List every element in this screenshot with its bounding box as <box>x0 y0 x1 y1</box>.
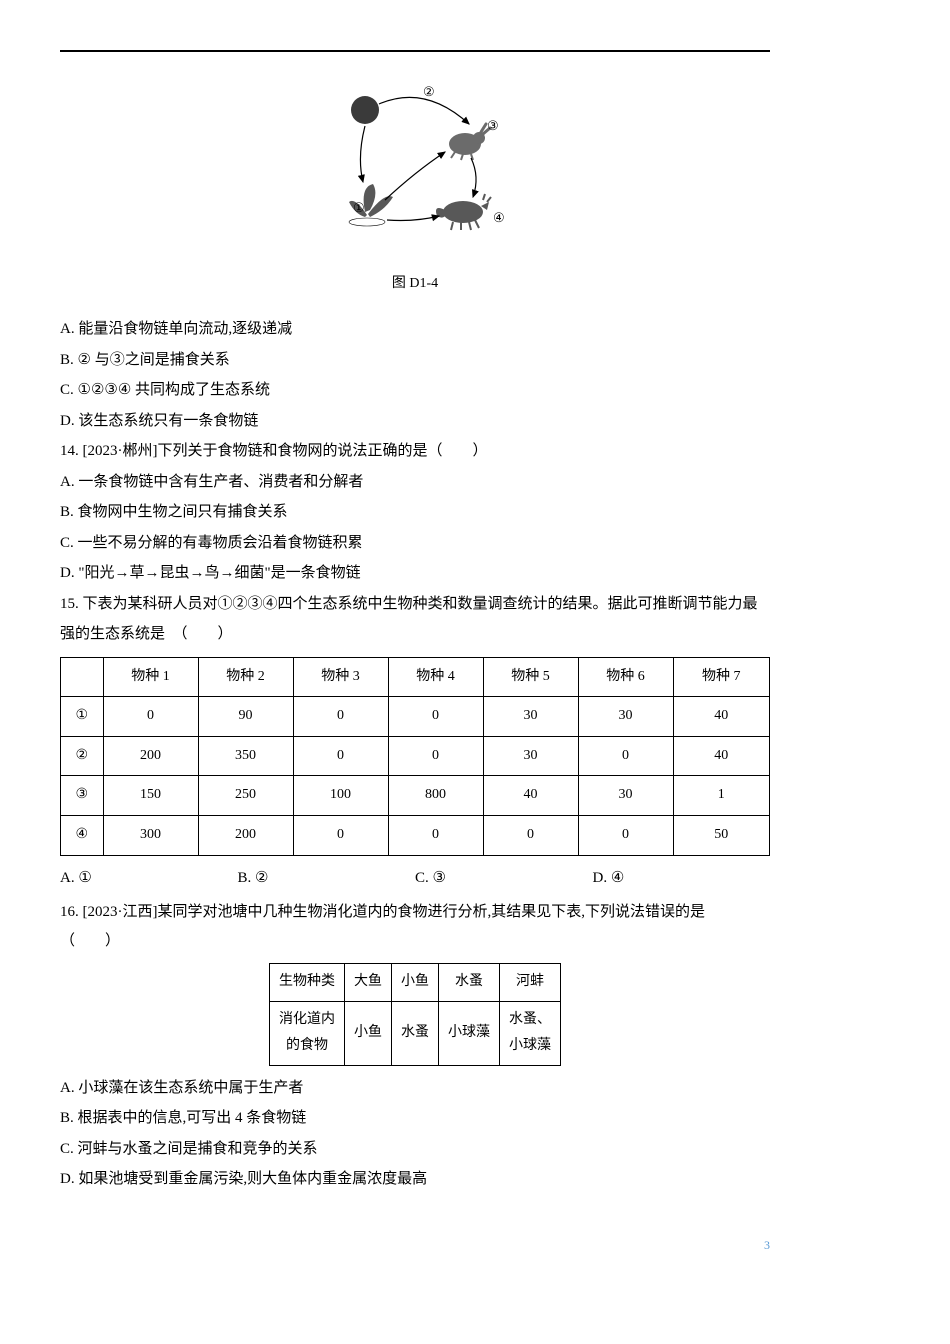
table-row: ④300200000050 <box>61 815 770 855</box>
table-row: ①09000303040 <box>61 697 770 737</box>
table-header-cell: 物种 1 <box>103 657 198 697</box>
table-cell: 小球藻 <box>439 1001 500 1065</box>
q15-option-c: C. ③ <box>415 864 593 893</box>
q15-stem-line1: 15. 下表为某科研人员对①②③④四个生态系统中生物种类和数量调查统计的结果。据… <box>60 590 770 619</box>
table-cell: 300 <box>103 815 198 855</box>
top-rule <box>60 50 770 52</box>
table-cell: 0 <box>578 736 673 776</box>
table-cell: 水蚤、小球藻 <box>500 1001 561 1065</box>
table-cell: ④ <box>61 815 104 855</box>
q15-table: 物种 1物种 2物种 3物种 4物种 5物种 6物种 7 ①0900030304… <box>60 657 770 856</box>
q16-table: 生物种类大鱼小鱼水蚤河蚌 消化道内的食物小鱼水蚤小球藻水蚤、小球藻 <box>269 963 561 1066</box>
table-cell: 90 <box>198 697 293 737</box>
q15-option-a: A. ① <box>60 864 238 893</box>
q16-option-a: A. 小球藻在该生态系统中属于生产者 <box>60 1074 770 1103</box>
table-header-cell: 水蚤 <box>439 964 500 1002</box>
q16-option-c: C. 河蚌与水蚤之间是捕食和竞争的关系 <box>60 1135 770 1164</box>
label-fox: ④ <box>493 210 505 225</box>
table-cell: 30 <box>483 697 578 737</box>
table-header-cell: 物种 4 <box>388 657 483 697</box>
page-number: 3 <box>60 1234 770 1257</box>
q16-option-d: D. 如果池塘受到重金属污染,则大鱼体内重金属浓度最高 <box>60 1165 770 1194</box>
table-cell: 40 <box>673 736 769 776</box>
q14-option-d: D. "阳光→草→昆虫→鸟→细菌"是一条食物链 <box>60 559 770 588</box>
q14-option-b: B. 食物网中生物之间只有捕食关系 <box>60 498 770 527</box>
label-plant: ① <box>353 200 365 215</box>
table-cell: 30 <box>578 697 673 737</box>
table-cell: 1 <box>673 776 769 816</box>
q15-options: A. ① B. ② C. ③ D. ④ <box>60 864 770 893</box>
table-cell: 小鱼 <box>345 1001 392 1065</box>
q14-option-a: A. 一条食物链中含有生产者、消费者和分解者 <box>60 468 770 497</box>
q15-stem-line2: 强的生态系统是 （ ） <box>60 620 770 649</box>
fox-icon <box>436 194 491 230</box>
table-cell: 40 <box>673 697 769 737</box>
table-cell: 0 <box>293 736 388 776</box>
table-cell: ① <box>61 697 104 737</box>
table-cell: 150 <box>103 776 198 816</box>
table-cell: 0 <box>388 697 483 737</box>
table-header-cell: 物种 3 <box>293 657 388 697</box>
table-cell: 0 <box>483 815 578 855</box>
table-cell: 30 <box>578 776 673 816</box>
table-cell: 100 <box>293 776 388 816</box>
table-cell: 50 <box>673 815 769 855</box>
q14-stem: 14. [2023·郴州]下列关于食物链和食物网的说法正确的是（ ） <box>60 437 770 466</box>
table-cell: 水蚤 <box>392 1001 439 1065</box>
table-row: ③15025010080040301 <box>61 776 770 816</box>
rabbit-icon <box>449 124 490 160</box>
table-cell: 30 <box>483 736 578 776</box>
table-cell: 250 <box>198 776 293 816</box>
table-header-cell: 物种 6 <box>578 657 673 697</box>
table-cell: 0 <box>293 815 388 855</box>
table-cell: 0 <box>103 697 198 737</box>
table-cell: 350 <box>198 736 293 776</box>
table-cell: 0 <box>388 736 483 776</box>
q13-option-c: C. ①②③④ 共同构成了生态系统 <box>60 376 770 405</box>
label-sun: ② <box>423 84 435 99</box>
q13-option-b: B. ② 与③之间是捕食关系 <box>60 346 770 375</box>
figure-d1-4: ② ① ③ ④ <box>60 82 770 263</box>
table-header-cell: 物种 2 <box>198 657 293 697</box>
q16-stem: 16. [2023·江西]某同学对池塘中几种生物消化道内的食物进行分析,其结果见… <box>60 898 770 955</box>
q13-option-a: A. 能量沿食物链单向流动,逐级递减 <box>60 315 770 344</box>
table-cell: 40 <box>483 776 578 816</box>
table-header-cell: 物种 5 <box>483 657 578 697</box>
q13-option-d: D. 该生态系统只有一条食物链 <box>60 407 770 436</box>
table-cell: ③ <box>61 776 104 816</box>
q15-option-d: D. ④ <box>593 864 771 893</box>
table-header-cell: 生物种类 <box>270 964 345 1002</box>
table-header-cell: 物种 7 <box>673 657 769 697</box>
table-cell: 200 <box>103 736 198 776</box>
table-cell: ② <box>61 736 104 776</box>
table-cell: 200 <box>198 815 293 855</box>
q14-option-c: C. 一些不易分解的有毒物质会沿着食物链积累 <box>60 529 770 558</box>
q15-option-b: B. ② <box>238 864 416 893</box>
table-header-cell: 河蚌 <box>500 964 561 1002</box>
table-row-label: 消化道内的食物 <box>270 1001 345 1065</box>
table-cell: 800 <box>388 776 483 816</box>
table-cell: 0 <box>578 815 673 855</box>
table-header-cell: 小鱼 <box>392 964 439 1002</box>
table-cell: 0 <box>388 815 483 855</box>
q16-option-b: B. 根据表中的信息,可写出 4 条食物链 <box>60 1104 770 1133</box>
ecosystem-diagram: ② ① ③ ④ <box>305 82 525 252</box>
table-header-cell: 大鱼 <box>345 964 392 1002</box>
table-cell: 0 <box>293 697 388 737</box>
table-row: ②2003500030040 <box>61 736 770 776</box>
label-rabbit: ③ <box>487 118 499 133</box>
table-header-cell <box>61 657 104 697</box>
figure-caption: 图 D1-4 <box>60 271 770 298</box>
